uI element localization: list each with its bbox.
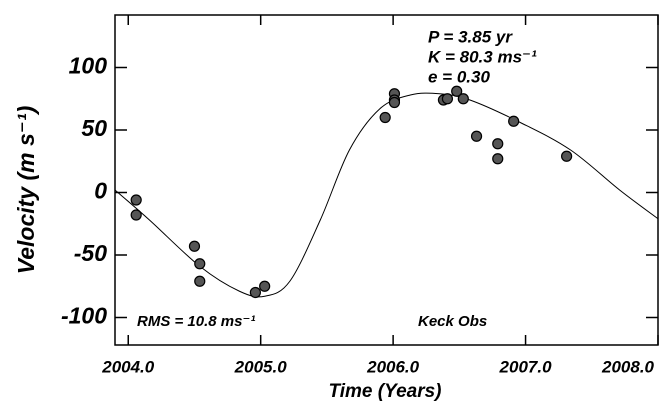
x-tick-label: 2008.0 <box>601 357 655 376</box>
annotation: RMS = 10.8 ms⁻¹ <box>137 313 255 330</box>
data-point <box>194 258 206 270</box>
data-point <box>130 194 142 206</box>
x-tick-label: 2005.0 <box>234 357 288 376</box>
x-axis-title: Time (Years) <box>329 381 442 402</box>
x-tick-label: 2006.0 <box>366 357 420 376</box>
data-point <box>259 280 271 292</box>
annotation: K = 80.3 ms⁻¹ <box>428 47 537 66</box>
data-point <box>379 111 391 124</box>
data-point <box>249 286 261 299</box>
data-point <box>194 275 206 287</box>
plot-frame <box>114 14 659 346</box>
annotation: e = 0.30 <box>428 67 490 86</box>
x-tick-label: 2007.0 <box>499 357 553 376</box>
y-tick-label: 0 <box>94 178 107 204</box>
annotation: Keck Obs <box>418 313 487 330</box>
data-point <box>451 85 463 97</box>
data-point <box>441 93 454 105</box>
y-tick-label: -100 <box>61 303 107 329</box>
y-tick-label: 100 <box>69 53 108 79</box>
data-point <box>508 115 520 127</box>
data-point <box>188 240 201 252</box>
y-axis-title: Velocity (m s⁻¹) <box>13 106 39 275</box>
data-point <box>492 138 504 150</box>
data-point <box>492 153 504 165</box>
y-tick-label: -50 <box>74 240 107 266</box>
data-point <box>457 93 469 105</box>
x-tick-label: 2004.0 <box>101 357 155 376</box>
model-curve <box>114 92 659 298</box>
annotation: P = 3.85 yr <box>428 27 513 46</box>
data-point <box>388 96 401 109</box>
y-tick-label: 50 <box>81 115 107 141</box>
data-point <box>561 150 573 162</box>
data-point <box>470 130 483 142</box>
data-point <box>130 209 142 221</box>
